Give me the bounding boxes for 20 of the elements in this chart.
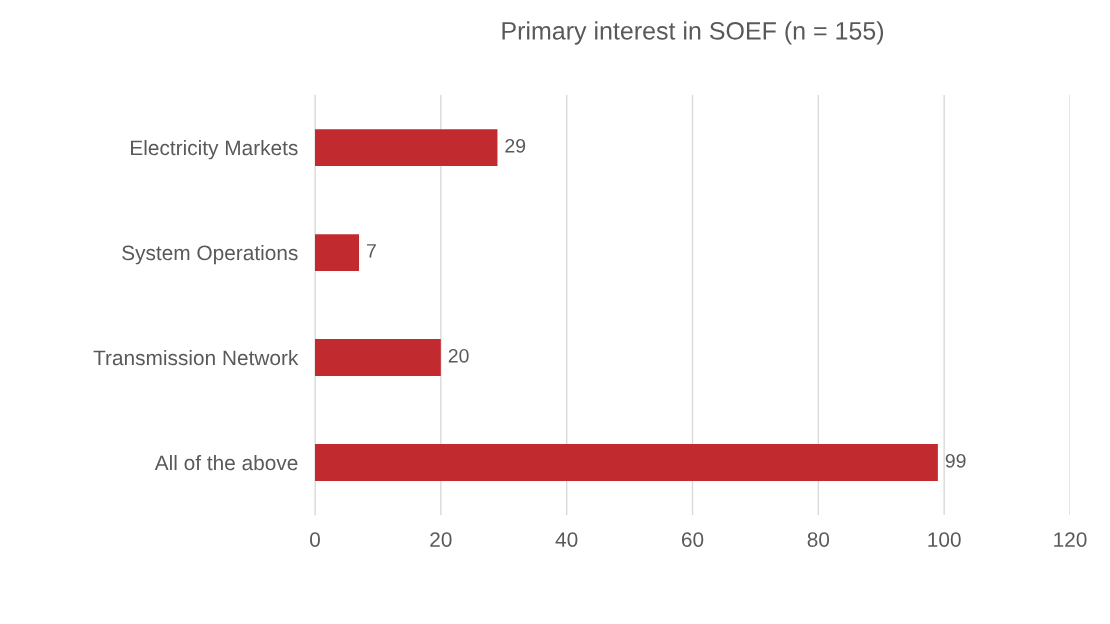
y-tick-label: System Operations (122, 244, 298, 265)
data-label: 20 (448, 348, 469, 363)
x-tick-label: 80 (807, 532, 830, 547)
bar (315, 129, 498, 166)
x-tick-label: 120 (1054, 532, 1087, 547)
x-tick-label: 60 (681, 532, 704, 547)
x-tick-label: 0 (310, 532, 320, 547)
data-label: 29 (505, 138, 526, 153)
data-label: 7 (366, 244, 376, 258)
chart-title: Primary interest in SOEF (n = 155) (502, 21, 884, 45)
bar (315, 339, 441, 376)
data-label: 99 (945, 453, 966, 468)
bar (315, 444, 938, 481)
x-tick-label: 100 (928, 532, 961, 547)
x-tick-label: 20 (430, 532, 452, 547)
y-tick-label: All of the above (154, 454, 298, 471)
x-tick-label: 40 (555, 532, 578, 547)
y-tick-label: Electricity Markets (131, 139, 298, 160)
bar (315, 234, 360, 271)
y-tick-label: Transmission Network (93, 349, 299, 366)
